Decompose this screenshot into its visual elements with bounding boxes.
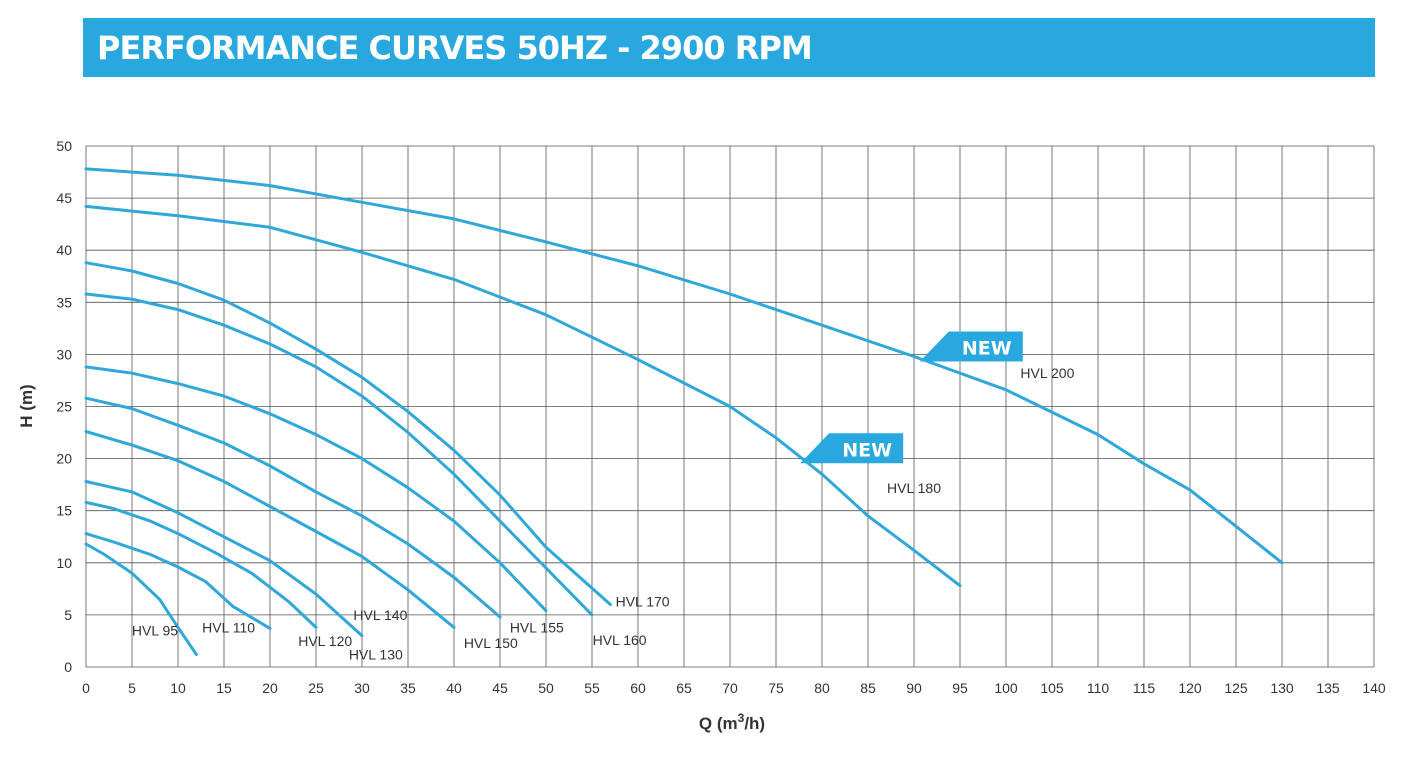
y-tick-label: 5 xyxy=(64,607,72,623)
x-tick-label: 0 xyxy=(82,680,90,696)
curve-label-hvl-180: HVL 180 xyxy=(887,480,941,496)
x-tick-label: 30 xyxy=(354,680,370,696)
y-tick-label: 35 xyxy=(56,294,72,310)
y-tick-label: 40 xyxy=(56,242,72,258)
new-badge-hvl-200 xyxy=(919,331,1023,362)
x-tick-label: 85 xyxy=(860,680,876,696)
y-tick-label: 25 xyxy=(56,399,72,415)
curve-label-hvl-110: HVL 110 xyxy=(202,619,255,635)
y-tick-label: 15 xyxy=(56,503,72,519)
curve-hvl-200 xyxy=(84,167,1284,565)
curve-hvl-150 xyxy=(84,396,502,619)
x-tick-label: 115 xyxy=(1133,680,1156,696)
curve-hvl-180 xyxy=(84,204,962,588)
new-badge-text: NEW xyxy=(962,337,1012,359)
x-tick-label: 90 xyxy=(906,680,922,696)
x-tick-label: 140 xyxy=(1362,680,1386,696)
x-tick-label: 10 xyxy=(170,680,186,696)
x-tick-label: 20 xyxy=(262,680,278,696)
curve-label-hvl-160: HVL 160 xyxy=(593,632,647,648)
new-badges: NEW NEW xyxy=(800,331,1023,464)
x-tick-label: 120 xyxy=(1178,680,1202,696)
curve-hvl-155 xyxy=(84,365,548,613)
curve-label-hvl-150: HVL 150 xyxy=(464,635,518,651)
y-axis-title: H (m) xyxy=(17,384,36,427)
x-tick-label: 130 xyxy=(1270,680,1294,696)
x-tick-label: 25 xyxy=(308,680,324,696)
x-tick-label: 80 xyxy=(814,680,830,696)
curve-label-hvl-200: HVL 200 xyxy=(1020,365,1074,381)
x-tick-label: 40 xyxy=(446,680,462,696)
x-tick-label: 135 xyxy=(1316,680,1340,696)
x-tick-label: 35 xyxy=(400,680,416,696)
curve-hvl-160 xyxy=(84,292,594,617)
curve-hvl-140 xyxy=(84,430,456,629)
y-tick-label: 0 xyxy=(64,659,72,675)
y-tick-label: 10 xyxy=(56,555,72,571)
curve-hvl-95 xyxy=(84,542,198,656)
x-tick-label: 50 xyxy=(538,680,554,696)
curve-hvl-130 xyxy=(84,480,364,638)
title-banner: PERFORMANCE CURVES 50HZ - 2900 RPM xyxy=(83,18,1375,77)
x-tick-label: 125 xyxy=(1224,680,1248,696)
curve-hvl-120 xyxy=(84,500,318,629)
y-tick-label: 50 xyxy=(56,138,72,154)
y-tick-label: 20 xyxy=(56,451,72,467)
x-tick-label: 75 xyxy=(768,680,784,696)
x-axis-title: Q (m3/h) xyxy=(699,711,765,733)
curve-label-hvl-120: HVL 120 xyxy=(298,633,352,649)
curve-label-hvl-130: HVL 130 xyxy=(349,646,403,662)
curve-hvl-170 xyxy=(84,261,612,606)
x-tick-label: 45 xyxy=(492,680,508,696)
curve-label-hvl-170: HVL 170 xyxy=(616,593,670,609)
x-tick-label: 60 xyxy=(630,680,646,696)
curve-label-hvl-155: HVL 155 xyxy=(510,619,564,635)
x-tick-label: 105 xyxy=(1040,680,1064,696)
y-tick-label: 45 xyxy=(56,190,72,206)
curves xyxy=(84,167,1284,656)
x-tick-label: 110 xyxy=(1087,680,1110,696)
curve-label-hvl-140: HVL 140 xyxy=(353,607,407,623)
curve-label-hvl-95: HVL 95 xyxy=(132,623,178,639)
y-tick-label: 30 xyxy=(56,346,72,362)
x-tick-label: 55 xyxy=(584,680,600,696)
x-tick-label: 70 xyxy=(722,680,738,696)
new-badge-hvl-180 xyxy=(800,433,904,464)
curve-hvl-110 xyxy=(84,532,272,630)
grid: 0 5 10 15 20 25 30 35 40 45 50 55 60 65 70 75 80 85 90 95 10… xyxy=(56,138,1385,696)
x-tick-label: 65 xyxy=(676,680,692,696)
page-title: PERFORMANCE CURVES 50HZ - 2900 RPM xyxy=(97,29,813,67)
x-tick-label: 100 xyxy=(994,680,1018,696)
x-tick-label: 95 xyxy=(952,680,968,696)
x-tick-label: 15 xyxy=(216,680,232,696)
x-tick-label: 5 xyxy=(128,680,136,696)
new-badge-text: NEW xyxy=(842,439,892,461)
